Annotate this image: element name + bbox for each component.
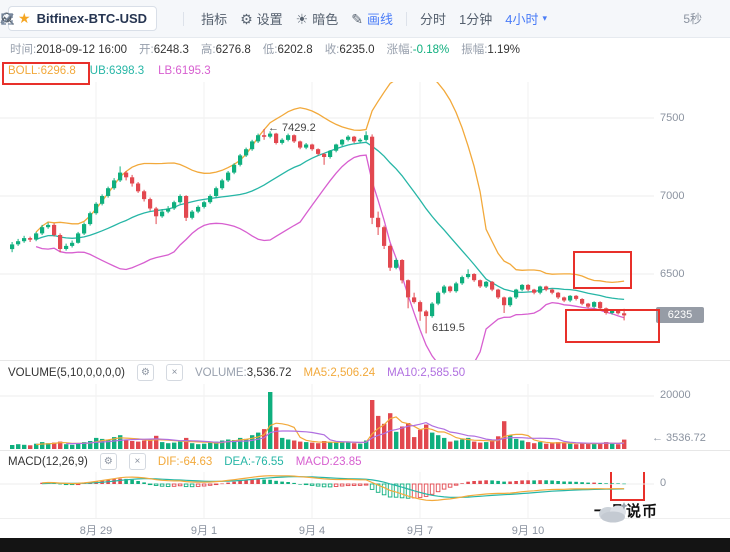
macd-hist-value: 23.85 bbox=[332, 455, 362, 468]
annotation-box-lower bbox=[565, 309, 660, 343]
x-axis-label: 9月 1 bbox=[190, 525, 218, 537]
low-value: 6202.8 bbox=[277, 44, 313, 56]
watermark: 一凡说币 bbox=[594, 500, 658, 522]
boll-lb-label: LB: bbox=[158, 65, 176, 77]
toolbar: ★ Bitfinex-BTC-USD 指标 ⚙ 设置 ☀ 暗色 ✎ 画线 分时 bbox=[0, 0, 730, 38]
annotation-box-legend bbox=[2, 62, 90, 85]
y-axis-label: 7000 bbox=[660, 190, 685, 202]
settings-label: 设置 bbox=[256, 12, 283, 27]
indicators-button[interactable]: 指标 bbox=[0, 9, 228, 28]
macd-dea-value: -76.55 bbox=[251, 455, 284, 468]
y-axis-label: 6500 bbox=[660, 268, 685, 280]
time-value: 2018-09-12 16:00 bbox=[36, 44, 128, 56]
timeframe-time-button[interactable]: 分时 bbox=[420, 9, 446, 28]
macd-chart[interactable] bbox=[0, 472, 730, 518]
x-axis-label: 9月 7 bbox=[406, 525, 434, 537]
toolbar-divider bbox=[405, 11, 407, 26]
volume-current-label: ← 3536.72 bbox=[652, 432, 706, 444]
x-axis-label: 8月 29 bbox=[79, 525, 113, 537]
volume-chart[interactable] bbox=[0, 384, 730, 450]
boll-mb-value: 6296.8 bbox=[40, 65, 76, 77]
timeframe-1min-label: 1分钟 bbox=[459, 12, 493, 27]
cloud-logo-icon bbox=[599, 501, 628, 522]
dark-mode-button[interactable]: ☀ 暗色 bbox=[296, 9, 339, 28]
macd-header: MACD(12,26,9) ⚙ × DIF:-64.63 DEA:-76.55 … bbox=[0, 450, 730, 472]
timeframe-1min-button[interactable]: 1分钟 bbox=[459, 9, 492, 28]
sun-icon: ☀ bbox=[295, 10, 309, 27]
change-label: 涨幅: bbox=[386, 44, 413, 56]
open-value: 6248.3 bbox=[153, 44, 189, 56]
favorite-star-icon[interactable]: ★ bbox=[18, 10, 31, 26]
symbol-selector[interactable]: ★ Bitfinex-BTC-USD bbox=[8, 6, 158, 31]
boll-ub-label: UB: bbox=[89, 65, 109, 77]
time-label: 时间: bbox=[10, 44, 37, 56]
open-label: 开: bbox=[139, 44, 154, 56]
high-value: 6276.8 bbox=[215, 44, 251, 56]
candle-countdown: 5秒 bbox=[683, 12, 702, 26]
boll-mb-label: BOLL: bbox=[8, 65, 41, 77]
low-price-annotation: 6119.5 bbox=[432, 322, 465, 334]
timeframe-time-label: 分时 bbox=[419, 12, 446, 27]
bottom-black-bar bbox=[0, 538, 730, 552]
volume-label: VOLUME: bbox=[194, 366, 247, 379]
macd-axis-label: 0 bbox=[660, 477, 667, 489]
volume-close-icon[interactable]: × bbox=[165, 364, 183, 381]
amplitude-value: 1.19% bbox=[487, 44, 521, 56]
x-axis-label: 9月 10 bbox=[511, 525, 545, 537]
symbol-title: Bitfinex-BTC-USD bbox=[36, 11, 148, 26]
macd-dif-label: DIF: bbox=[157, 455, 180, 468]
settings-button[interactable]: ⚙ 设置 bbox=[240, 9, 283, 28]
volume-ma5-label: MA5: bbox=[303, 366, 331, 379]
macd-settings-gear-icon[interactable]: ⚙ bbox=[99, 453, 117, 470]
toolbar-right: 5秒 bbox=[1, 10, 722, 27]
candlestick-chart[interactable] bbox=[0, 82, 730, 360]
indicators-label: 指标 bbox=[201, 12, 228, 27]
x-axis bbox=[0, 518, 730, 539]
volume-axis-label: 20000 bbox=[660, 389, 691, 401]
ohlc-info-bar: 时间:2018-09-12 16:00 开:6248.3 高:6276.8 低:… bbox=[0, 38, 730, 60]
low-label: 低: bbox=[262, 44, 278, 56]
volume-ma10-value: 2,585.50 bbox=[420, 366, 466, 379]
volume-header: VOLUME(5,10,0,0,0,0) ⚙ × VOLUME:3,536.72… bbox=[0, 360, 730, 384]
amplitude-label: 振幅: bbox=[461, 44, 488, 56]
chevron-down-icon: ▾ bbox=[542, 13, 547, 23]
volume-ma5-value: 2,506.24 bbox=[330, 366, 376, 379]
close-value: 6235.0 bbox=[339, 44, 375, 56]
boll-lb-value: 6195.3 bbox=[175, 65, 211, 77]
volume-ma10-label: MA10: bbox=[387, 366, 421, 379]
macd-close-icon[interactable]: × bbox=[128, 453, 146, 470]
macd-dea-label: DEA: bbox=[224, 455, 252, 468]
close-label: 收: bbox=[324, 44, 340, 56]
x-axis-label: 9月 4 bbox=[298, 525, 326, 537]
draw-line-label: 画线 bbox=[366, 12, 393, 27]
boll-legend: BOLL:6296.8 UB:6398.3 LB:6195.3 bbox=[0, 60, 730, 82]
high-label: 高: bbox=[200, 44, 216, 56]
macd-dif-value: -64.63 bbox=[179, 455, 213, 468]
volume-settings-gear-icon[interactable]: ⚙ bbox=[136, 364, 154, 381]
last-price-tag: 6235 bbox=[656, 307, 704, 323]
dark-mode-label: 暗色 bbox=[312, 12, 339, 27]
timeframe-4h-label: 4小时 bbox=[505, 12, 539, 27]
volume-value: 3,536.72 bbox=[246, 366, 292, 379]
boll-ub-value: 6398.3 bbox=[108, 65, 145, 77]
gear-icon: ⚙ bbox=[240, 10, 253, 27]
y-axis-label: 7500 bbox=[660, 112, 685, 124]
timeframe-4h-button[interactable]: 4小时 ▾ bbox=[505, 9, 547, 28]
volume-indicator-title: VOLUME(5,10,0,0,0,0) bbox=[8, 366, 125, 379]
macd-indicator-title: MACD(12,26,9) bbox=[8, 455, 88, 468]
annotation-box-upper bbox=[573, 251, 632, 289]
macd-hist-label: MACD: bbox=[295, 455, 333, 468]
high-price-annotation: ← 7429.2 bbox=[268, 122, 316, 134]
pencil-icon: ✎ bbox=[351, 10, 363, 27]
draw-line-button[interactable]: ✎ 画线 bbox=[351, 9, 393, 28]
toolbar-divider bbox=[183, 11, 185, 26]
change-value: -0.18% bbox=[412, 44, 450, 56]
